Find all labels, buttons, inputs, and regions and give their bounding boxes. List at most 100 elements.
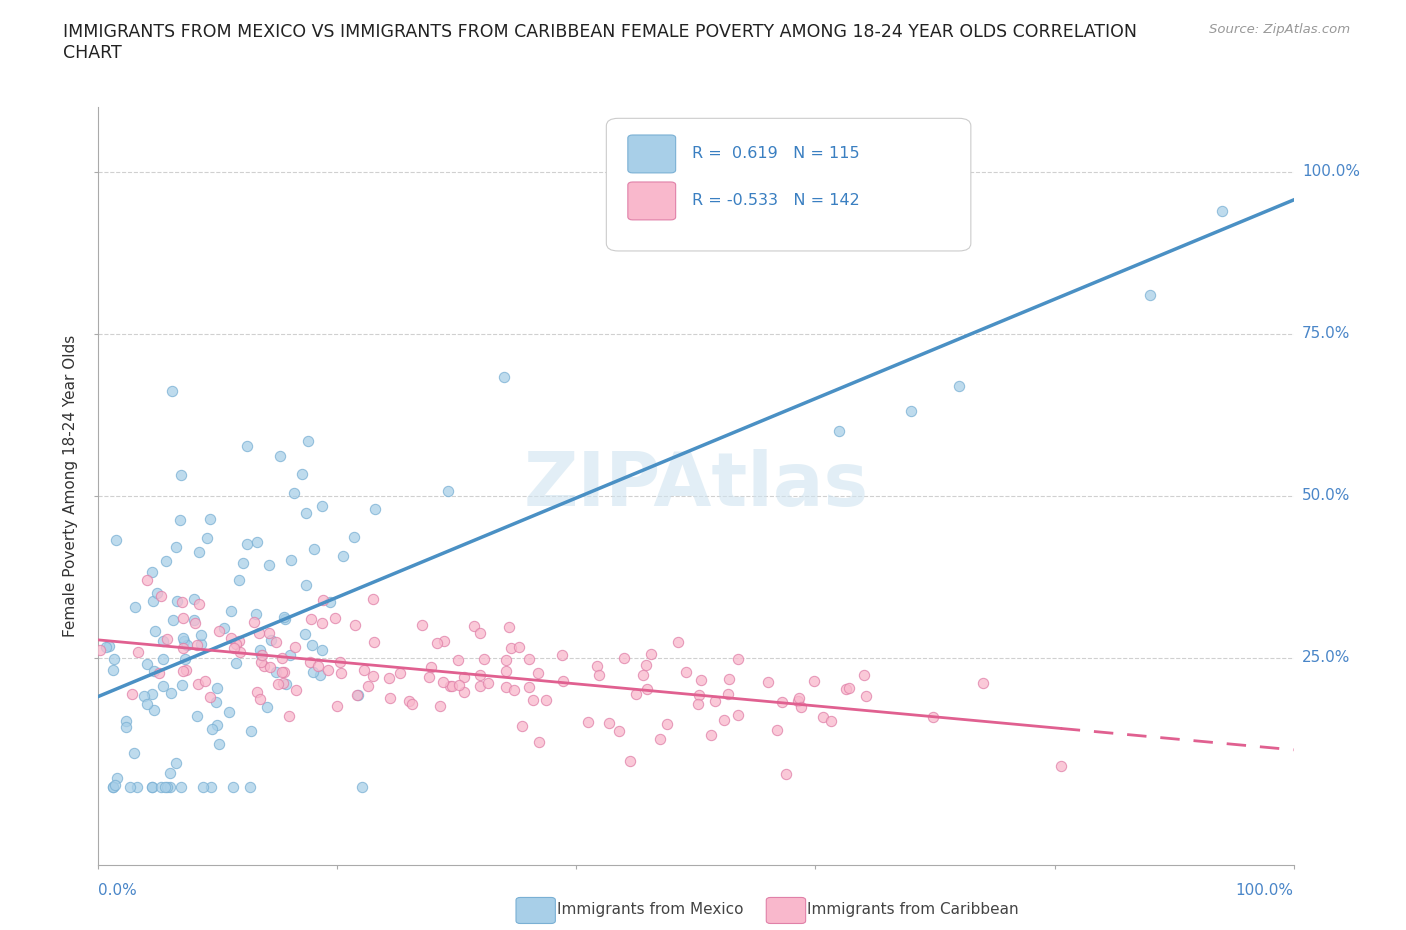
Point <box>232 555 254 570</box>
Point <box>247 626 270 641</box>
Point <box>319 594 342 609</box>
Point <box>146 585 169 600</box>
Point <box>636 681 658 696</box>
Point <box>198 690 221 705</box>
Point <box>418 670 440 684</box>
Point <box>648 732 671 747</box>
Point <box>205 681 228 696</box>
Point <box>295 505 318 520</box>
Point <box>200 512 222 526</box>
Point <box>309 668 332 683</box>
Point <box>122 746 145 761</box>
Point <box>165 756 187 771</box>
Text: R = -0.533   N = 142: R = -0.533 N = 142 <box>692 193 860 208</box>
Point <box>429 698 451 713</box>
Point <box>221 604 243 618</box>
Point <box>474 651 496 666</box>
Point <box>453 670 475 684</box>
Point <box>143 624 166 639</box>
Text: 50.0%: 50.0% <box>1302 488 1350 503</box>
Point <box>278 648 301 663</box>
Point <box>588 668 610 683</box>
Point <box>273 609 295 624</box>
Point <box>323 610 346 625</box>
Point <box>666 634 689 649</box>
Point <box>343 530 366 545</box>
Point <box>239 779 262 794</box>
Point <box>166 593 188 608</box>
Point <box>225 637 247 652</box>
Point <box>246 685 269 700</box>
Text: ZIPAtlas: ZIPAtlas <box>523 449 869 523</box>
Point <box>468 668 491 683</box>
Point <box>299 654 322 669</box>
Point <box>508 640 530 655</box>
Point <box>257 625 280 640</box>
Point <box>510 719 533 734</box>
Point <box>787 690 810 705</box>
Point <box>426 635 449 650</box>
Text: 0.0%: 0.0% <box>98 884 138 898</box>
Point <box>194 673 217 688</box>
Text: 100.0%: 100.0% <box>1302 165 1360 179</box>
Point <box>283 485 305 500</box>
Point <box>246 534 269 549</box>
Point <box>470 626 492 641</box>
Point <box>141 779 163 794</box>
Point <box>357 679 380 694</box>
Point <box>948 379 970 393</box>
Point <box>205 695 228 710</box>
Point <box>495 680 517 695</box>
Point <box>835 682 858 697</box>
Point <box>586 658 609 673</box>
Point <box>607 724 630 738</box>
FancyBboxPatch shape <box>606 118 972 251</box>
Point <box>141 565 163 579</box>
Point <box>142 663 165 678</box>
Point <box>361 591 384 606</box>
Point <box>245 606 267 621</box>
Point <box>256 699 278 714</box>
Point <box>159 779 181 794</box>
Point <box>183 613 205 628</box>
Point <box>105 771 128 786</box>
Point <box>155 554 177 569</box>
Point <box>786 694 808 709</box>
Point <box>250 647 273 662</box>
Point <box>699 727 721 742</box>
Point <box>770 695 793 710</box>
Point <box>243 615 266 630</box>
Point <box>259 659 281 674</box>
Point <box>921 710 943 724</box>
Point <box>115 720 138 735</box>
Point <box>101 662 124 677</box>
Point <box>183 591 205 606</box>
Point <box>280 552 302 567</box>
Point <box>249 647 271 662</box>
Point <box>463 619 485 634</box>
Point <box>170 779 193 794</box>
Point <box>631 668 654 683</box>
Point <box>156 779 179 794</box>
Point <box>447 678 470 693</box>
Point <box>172 611 194 626</box>
Point <box>159 685 181 700</box>
Point <box>136 657 159 671</box>
Point <box>225 655 247 670</box>
Point <box>148 665 170 680</box>
Point <box>353 662 375 677</box>
Point <box>329 666 352 681</box>
Point <box>155 779 177 794</box>
Point <box>477 676 499 691</box>
Point <box>302 542 325 557</box>
Point <box>176 637 198 652</box>
Point <box>526 665 548 680</box>
Point <box>551 648 574 663</box>
Point <box>440 679 463 694</box>
Point <box>688 687 710 702</box>
Point <box>141 686 163 701</box>
Point <box>312 592 335 607</box>
Point <box>124 599 146 614</box>
Point <box>598 716 620 731</box>
Point <box>264 665 287 680</box>
